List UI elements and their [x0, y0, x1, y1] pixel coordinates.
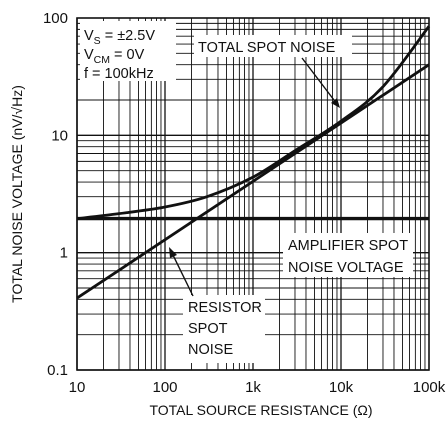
x-tick-label: 10k: [329, 379, 354, 396]
y-tick-label: 10: [51, 127, 68, 144]
resistor-spot-noise-label-line2: SPOT: [188, 321, 228, 337]
total-spot-noise-leader: [301, 57, 338, 105]
condition-frequency: f = 100kHz: [84, 66, 154, 82]
amplifier-label-box: [283, 233, 413, 277]
x-tick-label: 100: [152, 379, 177, 396]
labels-group: 10 100 1k 10k 100k 0.1 1 10 100 TOTAL SOURCE RESI…: [9, 10, 446, 418]
series-group: [76, 25, 431, 300]
amplifier-spot-noise-label-line1: AMPLIFIER SPOT: [288, 238, 408, 254]
resistor-spot-noise-label-line3: NOISE: [188, 342, 233, 358]
amplifier-spot-noise-label-line2: NOISE VOLTAGE: [288, 260, 404, 276]
condition-supply: VS = ±2.5V: [84, 28, 155, 47]
conditions-box: [80, 21, 176, 81]
y-axis-title: TOTAL NOISE VOLTAGE (nV/√Hz): [9, 85, 25, 303]
resistor-spot-noise-arrow: [169, 247, 177, 258]
x-axis-title: TOTAL SOURCE RESISTANCE (Ω): [149, 402, 372, 418]
total-spot-noise-label: TOTAL SPOT NOISE: [198, 40, 336, 56]
x-tick-label: 10: [69, 379, 86, 396]
y-tick-label: 1: [60, 245, 68, 262]
resistor-spot-noise-line: [76, 63, 430, 300]
resistor-label-box: [183, 295, 265, 363]
total-spot-noise-label-box: [194, 35, 352, 57]
y-tick-label: 100: [43, 10, 68, 27]
plot-frame: [76, 17, 430, 371]
resistor-spot-noise-leader: [171, 252, 194, 297]
total-spot-noise-line: [76, 25, 431, 221]
resistor-spot-noise-label-line1: RESISTOR: [188, 300, 262, 316]
x-tick-label: 100k: [413, 379, 446, 396]
y-tick-label: 0.1: [47, 362, 68, 379]
total-spot-noise-arrow: [331, 98, 340, 108]
x-tick-label: 1k: [245, 379, 261, 396]
